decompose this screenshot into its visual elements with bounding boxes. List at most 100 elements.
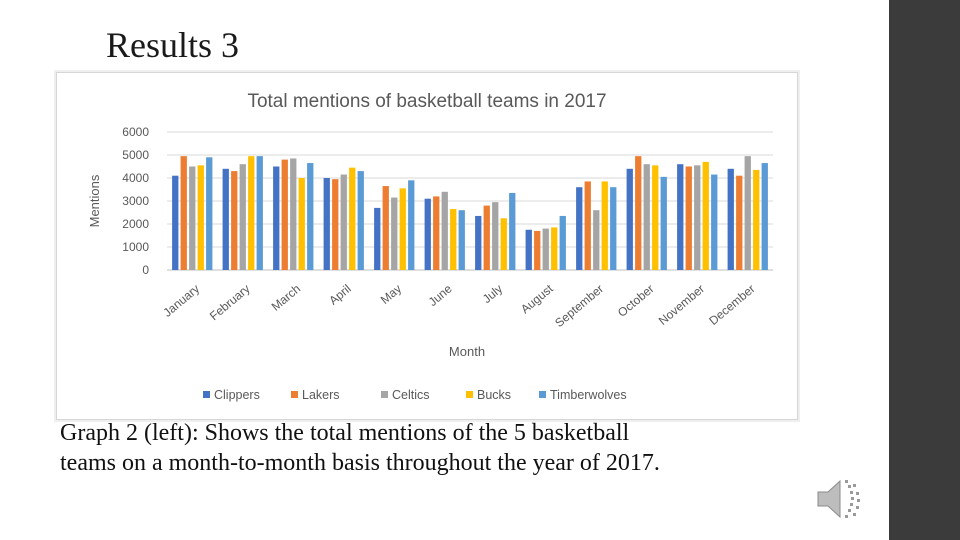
y-axis-label: Mentions xyxy=(87,174,102,227)
bar-bucks xyxy=(349,167,356,270)
bar-celtics xyxy=(239,164,246,270)
bar-clippers xyxy=(727,168,734,270)
bar-bucks xyxy=(450,209,457,270)
legend-label: Celtics xyxy=(392,388,430,402)
bar-clippers xyxy=(677,164,684,270)
bar-chart: Total mentions of basketball teams in 20… xyxy=(87,91,773,402)
bar-celtics xyxy=(391,197,398,270)
speaker-icon[interactable] xyxy=(812,474,866,524)
bar-clippers xyxy=(172,175,179,270)
bar-clippers xyxy=(222,168,229,270)
bar-clippers xyxy=(273,166,280,270)
bar-celtics xyxy=(643,164,650,270)
bar-bucks xyxy=(248,156,255,270)
bar-bucks xyxy=(399,188,406,270)
legend-label: Timberwolves xyxy=(550,388,627,402)
bar-clippers xyxy=(576,187,583,270)
legend-swatch xyxy=(381,391,388,398)
bar-clippers xyxy=(424,198,431,270)
x-tick-label: May xyxy=(378,282,404,307)
bar-lakers xyxy=(281,159,288,270)
bar-timberwolves xyxy=(256,156,263,270)
bar-bucks xyxy=(702,161,709,270)
x-tick-label: February xyxy=(207,282,253,324)
bar-timberwolves xyxy=(307,163,314,270)
bar-clippers xyxy=(374,207,381,270)
y-tick-label: 2000 xyxy=(122,217,149,231)
bar-lakers xyxy=(685,166,692,270)
x-tick-label: August xyxy=(518,281,556,316)
caption-line-1: Graph 2 (left): Shows the total mentions… xyxy=(60,420,630,446)
y-tick-label: 4000 xyxy=(122,171,149,185)
bar-bucks xyxy=(197,165,204,270)
bar-clippers xyxy=(323,178,330,270)
x-tick-label: December xyxy=(706,282,757,328)
caption-line-2: teams on a month-to-month basis througho… xyxy=(60,450,660,476)
bar-celtics xyxy=(441,191,448,270)
x-tick-label: November xyxy=(656,282,707,328)
bar-clippers xyxy=(525,229,532,270)
bar-celtics xyxy=(340,174,347,270)
bar-lakers xyxy=(584,181,591,270)
x-tick-label: October xyxy=(615,282,657,320)
x-tick-label: January xyxy=(160,282,202,320)
bar-bucks xyxy=(753,169,760,270)
legend-label: Lakers xyxy=(302,388,340,402)
x-tick-label: March xyxy=(269,282,304,314)
bar-timberwolves xyxy=(761,163,768,270)
bar-timberwolves xyxy=(357,171,364,270)
legend-swatch xyxy=(203,391,210,398)
bar-lakers xyxy=(382,186,389,270)
chart-title: Total mentions of basketball teams in 20… xyxy=(247,91,606,112)
bar-celtics xyxy=(593,210,600,270)
bar-lakers xyxy=(180,156,187,270)
bar-bucks xyxy=(298,178,305,270)
bar-timberwolves xyxy=(408,180,415,270)
bar-bucks xyxy=(601,181,608,270)
bar-timberwolves xyxy=(509,192,516,270)
bar-lakers xyxy=(332,179,339,270)
slide-title: Results 3 xyxy=(106,25,240,65)
x-tick-label: April xyxy=(326,282,353,308)
legend-label: Clippers xyxy=(214,388,260,402)
bar-clippers xyxy=(475,215,482,270)
bar-celtics xyxy=(290,158,297,270)
graph-caption: Graph 2 (left): Shows the total mentions… xyxy=(60,418,850,478)
legend-swatch xyxy=(539,391,546,398)
bar-lakers xyxy=(483,205,490,270)
y-tick-label: 1000 xyxy=(122,240,149,254)
chart-frame: Total mentions of basketball teams in 20… xyxy=(56,72,798,420)
bar-timberwolves xyxy=(660,176,667,270)
bar-timberwolves xyxy=(711,174,718,270)
x-tick-label: September xyxy=(552,282,606,330)
bar-lakers xyxy=(534,230,541,270)
bar-lakers xyxy=(231,171,238,270)
bar-timberwolves xyxy=(559,215,566,270)
legend-swatch xyxy=(466,391,473,398)
sidebar-bar xyxy=(889,0,960,540)
bar-celtics xyxy=(542,228,549,270)
bar-bucks xyxy=(551,227,558,270)
bar-lakers xyxy=(635,156,642,270)
bar-timberwolves xyxy=(458,210,465,270)
bar-celtics xyxy=(744,156,751,270)
legend-swatch xyxy=(291,391,298,398)
bar-lakers xyxy=(736,175,743,270)
bar-bucks xyxy=(500,218,507,270)
bar-clippers xyxy=(626,168,633,270)
bar-bucks xyxy=(652,165,659,270)
x-axis-label: Month xyxy=(449,344,485,359)
bar-timberwolves xyxy=(610,187,617,270)
bar-celtics xyxy=(492,202,499,270)
bar-celtics xyxy=(694,165,701,270)
x-tick-label: July xyxy=(480,282,505,306)
x-tick-label: June xyxy=(426,281,455,309)
bar-celtics xyxy=(189,166,196,270)
bar-timberwolves xyxy=(206,157,213,270)
bar-lakers xyxy=(433,196,440,270)
y-tick-label: 0 xyxy=(142,263,149,277)
y-tick-label: 3000 xyxy=(122,194,149,208)
y-tick-label: 5000 xyxy=(122,148,149,162)
y-tick-label: 6000 xyxy=(122,125,149,139)
legend-label: Bucks xyxy=(477,388,511,402)
